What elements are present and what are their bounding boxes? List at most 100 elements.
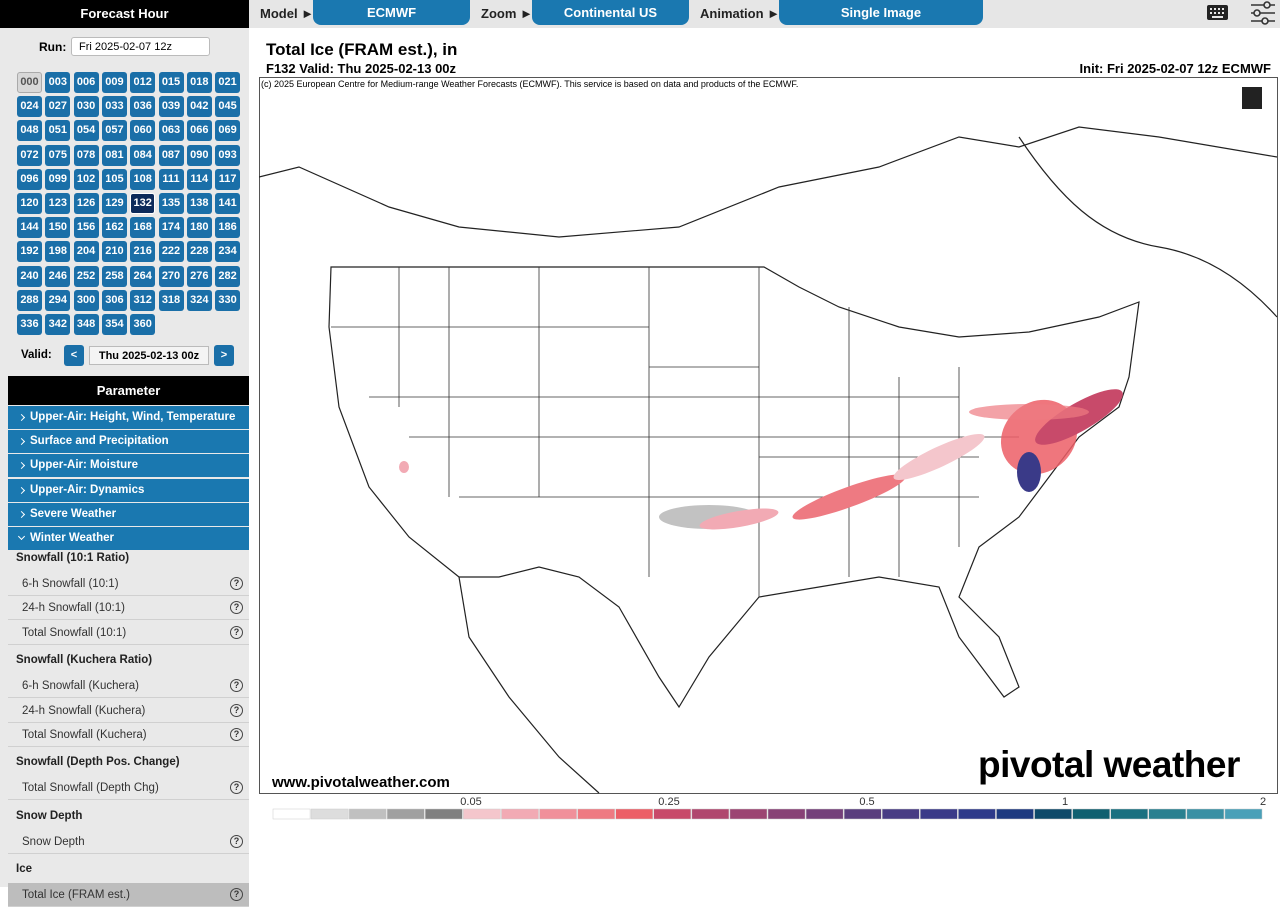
hour-button[interactable]: 102 [73, 168, 99, 190]
hour-button[interactable]: 129 [101, 193, 127, 214]
parameter-item[interactable]: Total Snowfall (10:1)? [8, 621, 249, 645]
hour-button[interactable]: 294 [45, 289, 71, 311]
hour-button[interactable]: 096 [17, 168, 42, 190]
hour-button[interactable]: 060 [130, 120, 156, 142]
hour-button[interactable]: 021 [215, 72, 241, 93]
hour-button[interactable]: 168 [130, 217, 156, 239]
help-icon[interactable]: ? [230, 679, 243, 693]
settings-icon[interactable] [1249, 0, 1277, 27]
hour-button[interactable]: 312 [130, 289, 156, 311]
hour-button[interactable]: 123 [45, 193, 71, 214]
model-button[interactable]: ECMWF [313, 0, 470, 25]
hour-button[interactable]: 015 [158, 72, 184, 93]
parameter-item[interactable]: Total Snowfall (Kuchera)? [8, 723, 249, 747]
hour-button[interactable]: 216 [130, 241, 156, 263]
hour-button[interactable]: 003 [45, 72, 71, 93]
category-row[interactable]: Severe Weather [8, 502, 249, 526]
hour-button[interactable]: 114 [186, 168, 212, 190]
hour-button[interactable]: 276 [186, 265, 212, 287]
hour-button[interactable]: 180 [186, 217, 212, 239]
hour-button[interactable]: 162 [101, 217, 127, 239]
next-button[interactable]: > [214, 345, 234, 366]
hour-button[interactable]: 081 [101, 144, 127, 166]
hour-button[interactable]: 117 [215, 168, 241, 190]
hour-button[interactable]: 072 [17, 144, 42, 166]
hour-button[interactable]: 270 [158, 265, 184, 287]
hour-button[interactable]: 078 [73, 144, 99, 166]
hour-button[interactable]: 222 [158, 241, 184, 263]
hour-button[interactable]: 039 [158, 96, 184, 118]
help-icon[interactable]: ? [230, 703, 243, 717]
hour-button[interactable]: 141 [215, 193, 241, 214]
hour-button[interactable]: 087 [158, 144, 184, 166]
hour-button[interactable]: 192 [17, 241, 42, 263]
parameter-item[interactable]: 6-h Snowfall (10:1)? [8, 572, 249, 596]
category-row[interactable]: Upper-Air: Moisture [8, 454, 249, 478]
category-row[interactable]: Upper-Air: Height, Wind, Temperature [8, 406, 249, 429]
hour-button[interactable]: 030 [73, 96, 99, 118]
hour-button[interactable]: 156 [73, 217, 99, 239]
hour-button[interactable]: 330 [215, 289, 241, 311]
parameter-item[interactable]: 24-h Snowfall (Kuchera)? [8, 699, 249, 723]
hour-button[interactable]: 252 [73, 265, 99, 287]
category-row[interactable]: Winter Weather [8, 527, 249, 550]
help-icon[interactable]: ? [230, 781, 243, 795]
animation-button[interactable]: Single Image [779, 0, 983, 25]
hour-button[interactable]: 324 [186, 289, 212, 311]
hour-button[interactable]: 210 [101, 241, 127, 263]
hour-button[interactable]: 027 [45, 96, 71, 118]
hour-button[interactable]: 006 [73, 72, 99, 93]
hour-button[interactable]: 057 [101, 120, 127, 142]
hour-button[interactable]: 036 [130, 96, 156, 118]
hour-button[interactable]: 009 [101, 72, 127, 93]
hour-button[interactable]: 246 [45, 265, 71, 287]
hour-button[interactable]: 093 [215, 144, 241, 166]
hour-button[interactable]: 234 [215, 241, 241, 263]
hour-button[interactable]: 024 [17, 96, 42, 118]
hour-button[interactable]: 342 [45, 314, 71, 335]
help-icon[interactable]: ? [230, 577, 243, 590]
hour-button[interactable]: 300 [73, 289, 99, 311]
zoom-button[interactable]: Continental US [532, 0, 689, 25]
parameter-item[interactable]: 24-h Snowfall (10:1)? [8, 596, 249, 621]
hour-button[interactable]: 204 [73, 241, 99, 263]
hour-button[interactable]: 105 [101, 168, 127, 190]
run-select[interactable]: Fri 2025-02-07 12z [71, 37, 210, 56]
hour-button[interactable]: 126 [73, 193, 99, 214]
hour-button[interactable]: 045 [215, 96, 241, 118]
help-icon[interactable]: ? [230, 888, 243, 902]
hour-button[interactable]: 066 [186, 120, 212, 142]
hour-button[interactable]: 099 [45, 168, 71, 190]
hour-button[interactable]: 048 [17, 120, 42, 142]
hour-button[interactable]: 144 [17, 217, 42, 239]
hour-button[interactable]: 282 [215, 265, 241, 287]
hour-button[interactable]: 018 [186, 72, 212, 93]
hour-button[interactable]: 108 [130, 168, 156, 190]
hour-button[interactable]: 354 [101, 314, 127, 335]
hour-button[interactable]: 198 [45, 241, 71, 263]
hour-button[interactable]: 264 [130, 265, 156, 287]
hour-button[interactable]: 138 [186, 193, 212, 214]
hour-button[interactable]: 336 [17, 314, 42, 335]
help-icon[interactable]: ? [230, 601, 243, 615]
hour-button[interactable]: 258 [101, 265, 127, 287]
hour-button[interactable]: 120 [17, 193, 42, 214]
hour-button[interactable]: 054 [73, 120, 99, 142]
hour-button[interactable]: 174 [158, 217, 184, 239]
category-row[interactable]: Surface and Precipitation [8, 430, 249, 454]
hour-button[interactable]: 318 [158, 289, 184, 311]
hour-button[interactable]: 360 [130, 314, 156, 335]
hour-button[interactable]: 084 [130, 144, 156, 166]
hour-button[interactable]: 132 [130, 193, 156, 214]
hour-button[interactable]: 000 [17, 72, 42, 93]
hour-button[interactable]: 042 [186, 96, 212, 118]
parameter-item[interactable]: 6-h Snowfall (Kuchera)? [8, 674, 249, 699]
keyboard-icon[interactable] [1206, 3, 1230, 23]
hour-button[interactable]: 069 [215, 120, 241, 142]
hour-button[interactable]: 075 [45, 144, 71, 166]
hour-button[interactable]: 240 [17, 265, 42, 287]
hour-button[interactable]: 033 [101, 96, 127, 118]
hour-button[interactable]: 063 [158, 120, 184, 142]
hour-button[interactable]: 012 [130, 72, 156, 93]
hour-button[interactable]: 348 [73, 314, 99, 335]
